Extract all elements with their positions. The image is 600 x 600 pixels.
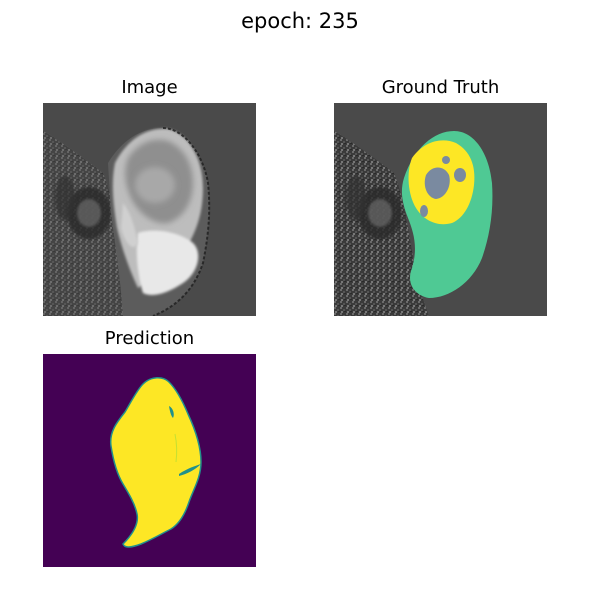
prediction-image <box>43 354 256 567</box>
predicted-mask <box>109 377 202 548</box>
ground-truth-panel-title: Ground Truth <box>381 77 500 98</box>
image-panel-title: Image <box>121 77 178 98</box>
image-panel <box>43 103 256 316</box>
figure-title: epoch: 235 <box>241 9 359 33</box>
prediction-panel-title: Prediction <box>104 328 195 349</box>
ground-truth-image <box>334 103 547 316</box>
prediction-panel <box>43 354 256 567</box>
mri-image <box>43 103 256 316</box>
ground-truth-panel <box>334 103 547 316</box>
